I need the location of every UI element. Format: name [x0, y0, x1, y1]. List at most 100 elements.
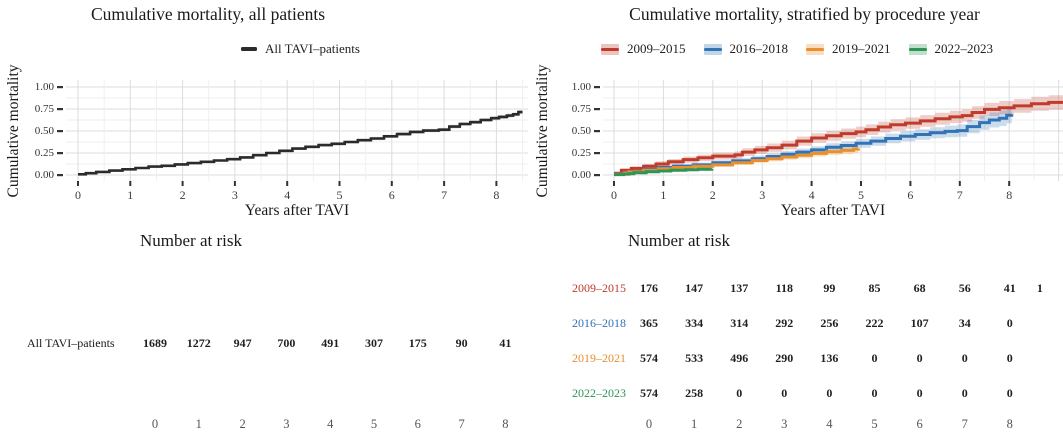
risk-year-label: 0	[645, 417, 653, 431]
y-axis-label: Cumulative mortality	[534, 64, 551, 198]
x-tick-mark	[958, 181, 961, 186]
risk-count: 136	[820, 351, 839, 365]
risk-count: 41	[1003, 281, 1016, 295]
legend: All TAVI–patients	[0, 41, 531, 57]
legend-item: 2009–2015	[601, 41, 686, 57]
risk-year-label: 3	[283, 417, 290, 431]
legend-label: 2016–2018	[729, 41, 789, 56]
risk-count: 107	[910, 316, 929, 330]
risk-count: 68	[913, 281, 926, 295]
risk-count: 176	[640, 281, 658, 295]
legend-key-ribbon	[806, 43, 824, 55]
panel-all-patients: Cumulative mortality, all patients All T…	[0, 0, 531, 432]
legend-key-ribbon	[908, 43, 927, 55]
risk-year-label: 5	[370, 417, 378, 431]
risk-year-label: 8	[1006, 417, 1013, 431]
risk-count: 334	[685, 316, 704, 330]
x-tick-mark	[233, 181, 236, 186]
risk-count: 307	[365, 336, 383, 350]
x-tick-label: 5	[858, 188, 864, 202]
legend-label: 2019–2021	[832, 41, 891, 56]
survival-plot-stratified	[594, 80, 1063, 186]
risk-count: 947	[233, 336, 252, 350]
risk-count: 118	[775, 281, 793, 295]
risk-count: 222	[865, 316, 884, 330]
risk-count: 41	[499, 336, 512, 350]
x-tick-mark	[662, 181, 665, 186]
risk-year-label: 4	[826, 417, 833, 431]
legend-item: All TAVI–patients	[241, 41, 360, 57]
legend-label: All TAVI–patients	[265, 41, 360, 56]
x-tick-label: 7	[441, 188, 448, 202]
risk-year-label: 1	[690, 417, 698, 431]
y-tick-mark	[594, 174, 600, 177]
risk-count: 0	[826, 386, 833, 400]
y-tick-label: 0.50	[571, 125, 591, 137]
x-tick-label: 8	[1006, 188, 1013, 202]
x-tick-label: 5	[336, 188, 343, 202]
risk-count: 0	[781, 386, 788, 400]
y-tick-mark	[57, 86, 63, 89]
risk-count: 137	[730, 281, 749, 295]
risk-count: 0	[916, 351, 923, 365]
y-tick-label: 1.00	[34, 81, 54, 93]
risk-year-label: 4	[327, 417, 334, 431]
risk-year-label: 2	[239, 417, 246, 431]
risk-count: 99	[823, 281, 836, 295]
x-tick-mark	[810, 181, 813, 186]
risk-count: 700	[277, 336, 296, 350]
y-tick-mark	[594, 86, 600, 89]
legend: 2009–2015 2016–2018 2019–2021 2022–2023	[531, 41, 1063, 57]
risk-count: 491	[321, 336, 340, 350]
risk-table-heading: Number at risk	[140, 231, 242, 250]
x-tick-label: 2	[179, 188, 186, 202]
panel-stratified: Cumulative mortality, stratified by proc…	[531, 0, 1063, 432]
survival-curve-2016–2018	[614, 113, 1014, 176]
legend-key-line	[908, 47, 927, 51]
survival-curve-2009–2015	[614, 100, 1063, 175]
x-tick-mark	[1008, 181, 1011, 186]
risk-row-label: 2022–2023	[572, 386, 626, 400]
y-tick-label: 0.50	[34, 125, 54, 137]
risk-count: 85	[868, 281, 881, 295]
x-tick-label: 7	[956, 188, 963, 202]
x-tick-label: 4	[808, 188, 815, 202]
risk-count: 0	[961, 351, 968, 365]
risk-count: 1689	[143, 336, 167, 350]
x-tick-label: 0	[611, 188, 617, 202]
x-tick-label: 1	[660, 188, 667, 202]
risk-count: 0	[1006, 316, 1013, 330]
x-tick-mark	[860, 181, 862, 186]
risk-row-label: All TAVI–patients	[27, 336, 115, 350]
x-tick-label: 0	[75, 188, 81, 202]
legend-item: 2019–2021	[806, 41, 891, 57]
y-tick-label: 0.25	[34, 147, 54, 159]
survival-curve-All TAVI–patients	[78, 110, 523, 176]
risk-year-label: 7	[458, 417, 465, 431]
x-axis-label: Years after TAVI	[244, 202, 350, 219]
risk-year-label: 3	[781, 417, 788, 431]
y-tick-label: 0.00	[34, 169, 54, 181]
risk-count: 56	[958, 281, 971, 295]
legend-key-line	[806, 47, 824, 51]
x-tick-mark	[495, 181, 498, 186]
legend-key-ribbon	[601, 43, 619, 55]
x-tick-label: 6	[907, 188, 914, 202]
risk-table-heading: Number at risk	[628, 231, 730, 250]
legend-key-line	[703, 47, 722, 51]
risk-count: 0	[1006, 386, 1013, 400]
risk-count: 533	[685, 351, 704, 365]
legend-label: 2009–2015	[627, 41, 686, 56]
x-tick-label: 8	[493, 188, 500, 202]
risk-count: 0	[736, 386, 743, 400]
survival-curve-2022–2023	[614, 167, 714, 177]
risk-count: 574	[640, 386, 658, 400]
x-tick-mark	[77, 181, 79, 186]
risk-year-label: 6	[414, 417, 421, 431]
risk-count: 0	[1006, 351, 1013, 365]
x-tick-mark	[613, 181, 615, 186]
legend-key-line	[241, 47, 258, 51]
x-tick-label: 6	[388, 188, 395, 202]
risk-row-label: 2016–2018	[572, 316, 626, 330]
